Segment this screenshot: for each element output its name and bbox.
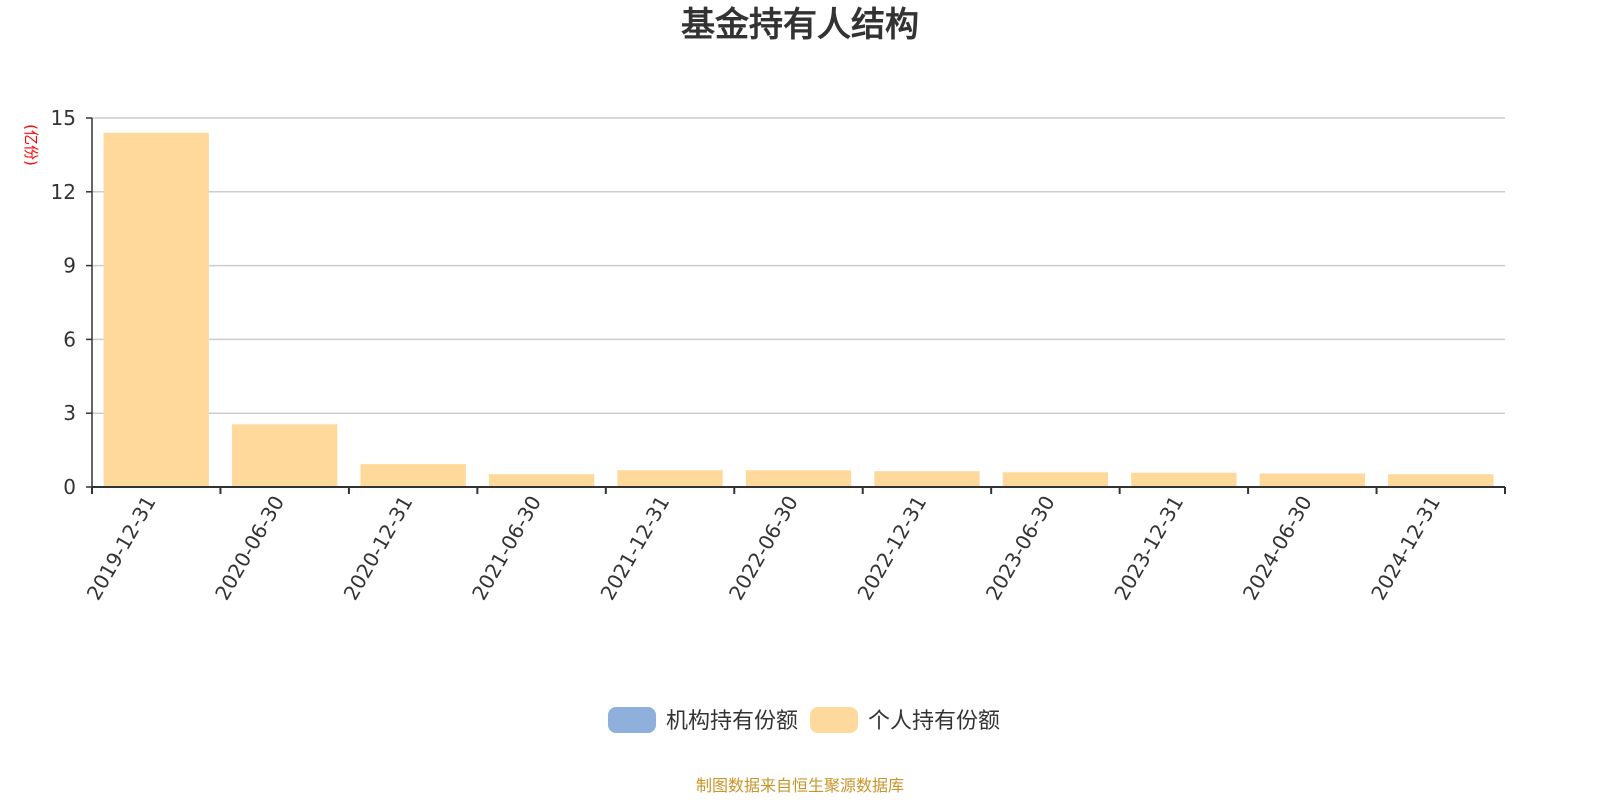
legend-swatch <box>608 707 656 733</box>
bar-individual[interactable] <box>1388 474 1494 487</box>
chart-title: 基金持有人结构 <box>681 5 919 45</box>
x-tick-label: 2024-06-30 <box>1238 492 1317 605</box>
y-tick-label: 0 <box>63 475 76 499</box>
legend-item-institutional[interactable]: 机构持有份额 <box>608 707 798 734</box>
bar-individual[interactable] <box>1131 472 1237 487</box>
x-tick-label: 2022-12-31 <box>852 492 931 605</box>
x-tick-label: 2022-06-30 <box>724 492 803 605</box>
legend-item-individual[interactable]: 个人持有份额 <box>810 707 1000 734</box>
axes: 0 3 6 9 12 15 2019-12-31 2020-06-30 2020-12-31 20… <box>51 106 1506 605</box>
x-tick-label: 2021-06-30 <box>467 492 546 605</box>
x-tick-label: 2021-12-31 <box>595 492 674 605</box>
y-tick-label: 3 <box>63 401 76 425</box>
x-tick-label: 2024-12-31 <box>1366 492 1445 605</box>
bar-individual[interactable] <box>360 464 466 487</box>
source-note: 制图数据来自恒生聚源数据库 <box>696 776 904 795</box>
bar-individual[interactable] <box>1002 472 1109 487</box>
y-tick-label: 6 <box>63 327 76 351</box>
bar-individual[interactable] <box>617 470 723 487</box>
grid-lines <box>92 117 1505 414</box>
bar-individual[interactable] <box>232 424 338 487</box>
y-tick-label: 15 <box>51 106 76 130</box>
y-tick-label: 12 <box>51 180 76 204</box>
x-tick-label: 2023-12-31 <box>1109 492 1188 605</box>
legend-label: 个人持有份额 <box>868 709 1000 734</box>
legend[interactable]: 机构持有份额 个人持有份额 <box>608 707 1000 734</box>
bar-individual[interactable] <box>745 470 852 487</box>
x-tick-label: 2023-06-30 <box>981 492 1060 605</box>
y-tick-label: 9 <box>63 254 76 278</box>
x-tick-label: 2019-12-31 <box>82 492 161 605</box>
bars <box>103 132 1494 487</box>
y-axis-unit: (亿份) <box>22 124 40 166</box>
x-tick-label: 2020-06-30 <box>210 492 289 605</box>
legend-label: 机构持有份额 <box>666 709 798 734</box>
bar-individual[interactable] <box>103 132 209 487</box>
bar-individual[interactable] <box>1259 473 1365 487</box>
bar-individual[interactable] <box>488 474 595 487</box>
bar-individual[interactable] <box>874 471 980 487</box>
x-tick-label: 2020-12-31 <box>339 492 418 605</box>
legend-swatch <box>810 707 858 733</box>
